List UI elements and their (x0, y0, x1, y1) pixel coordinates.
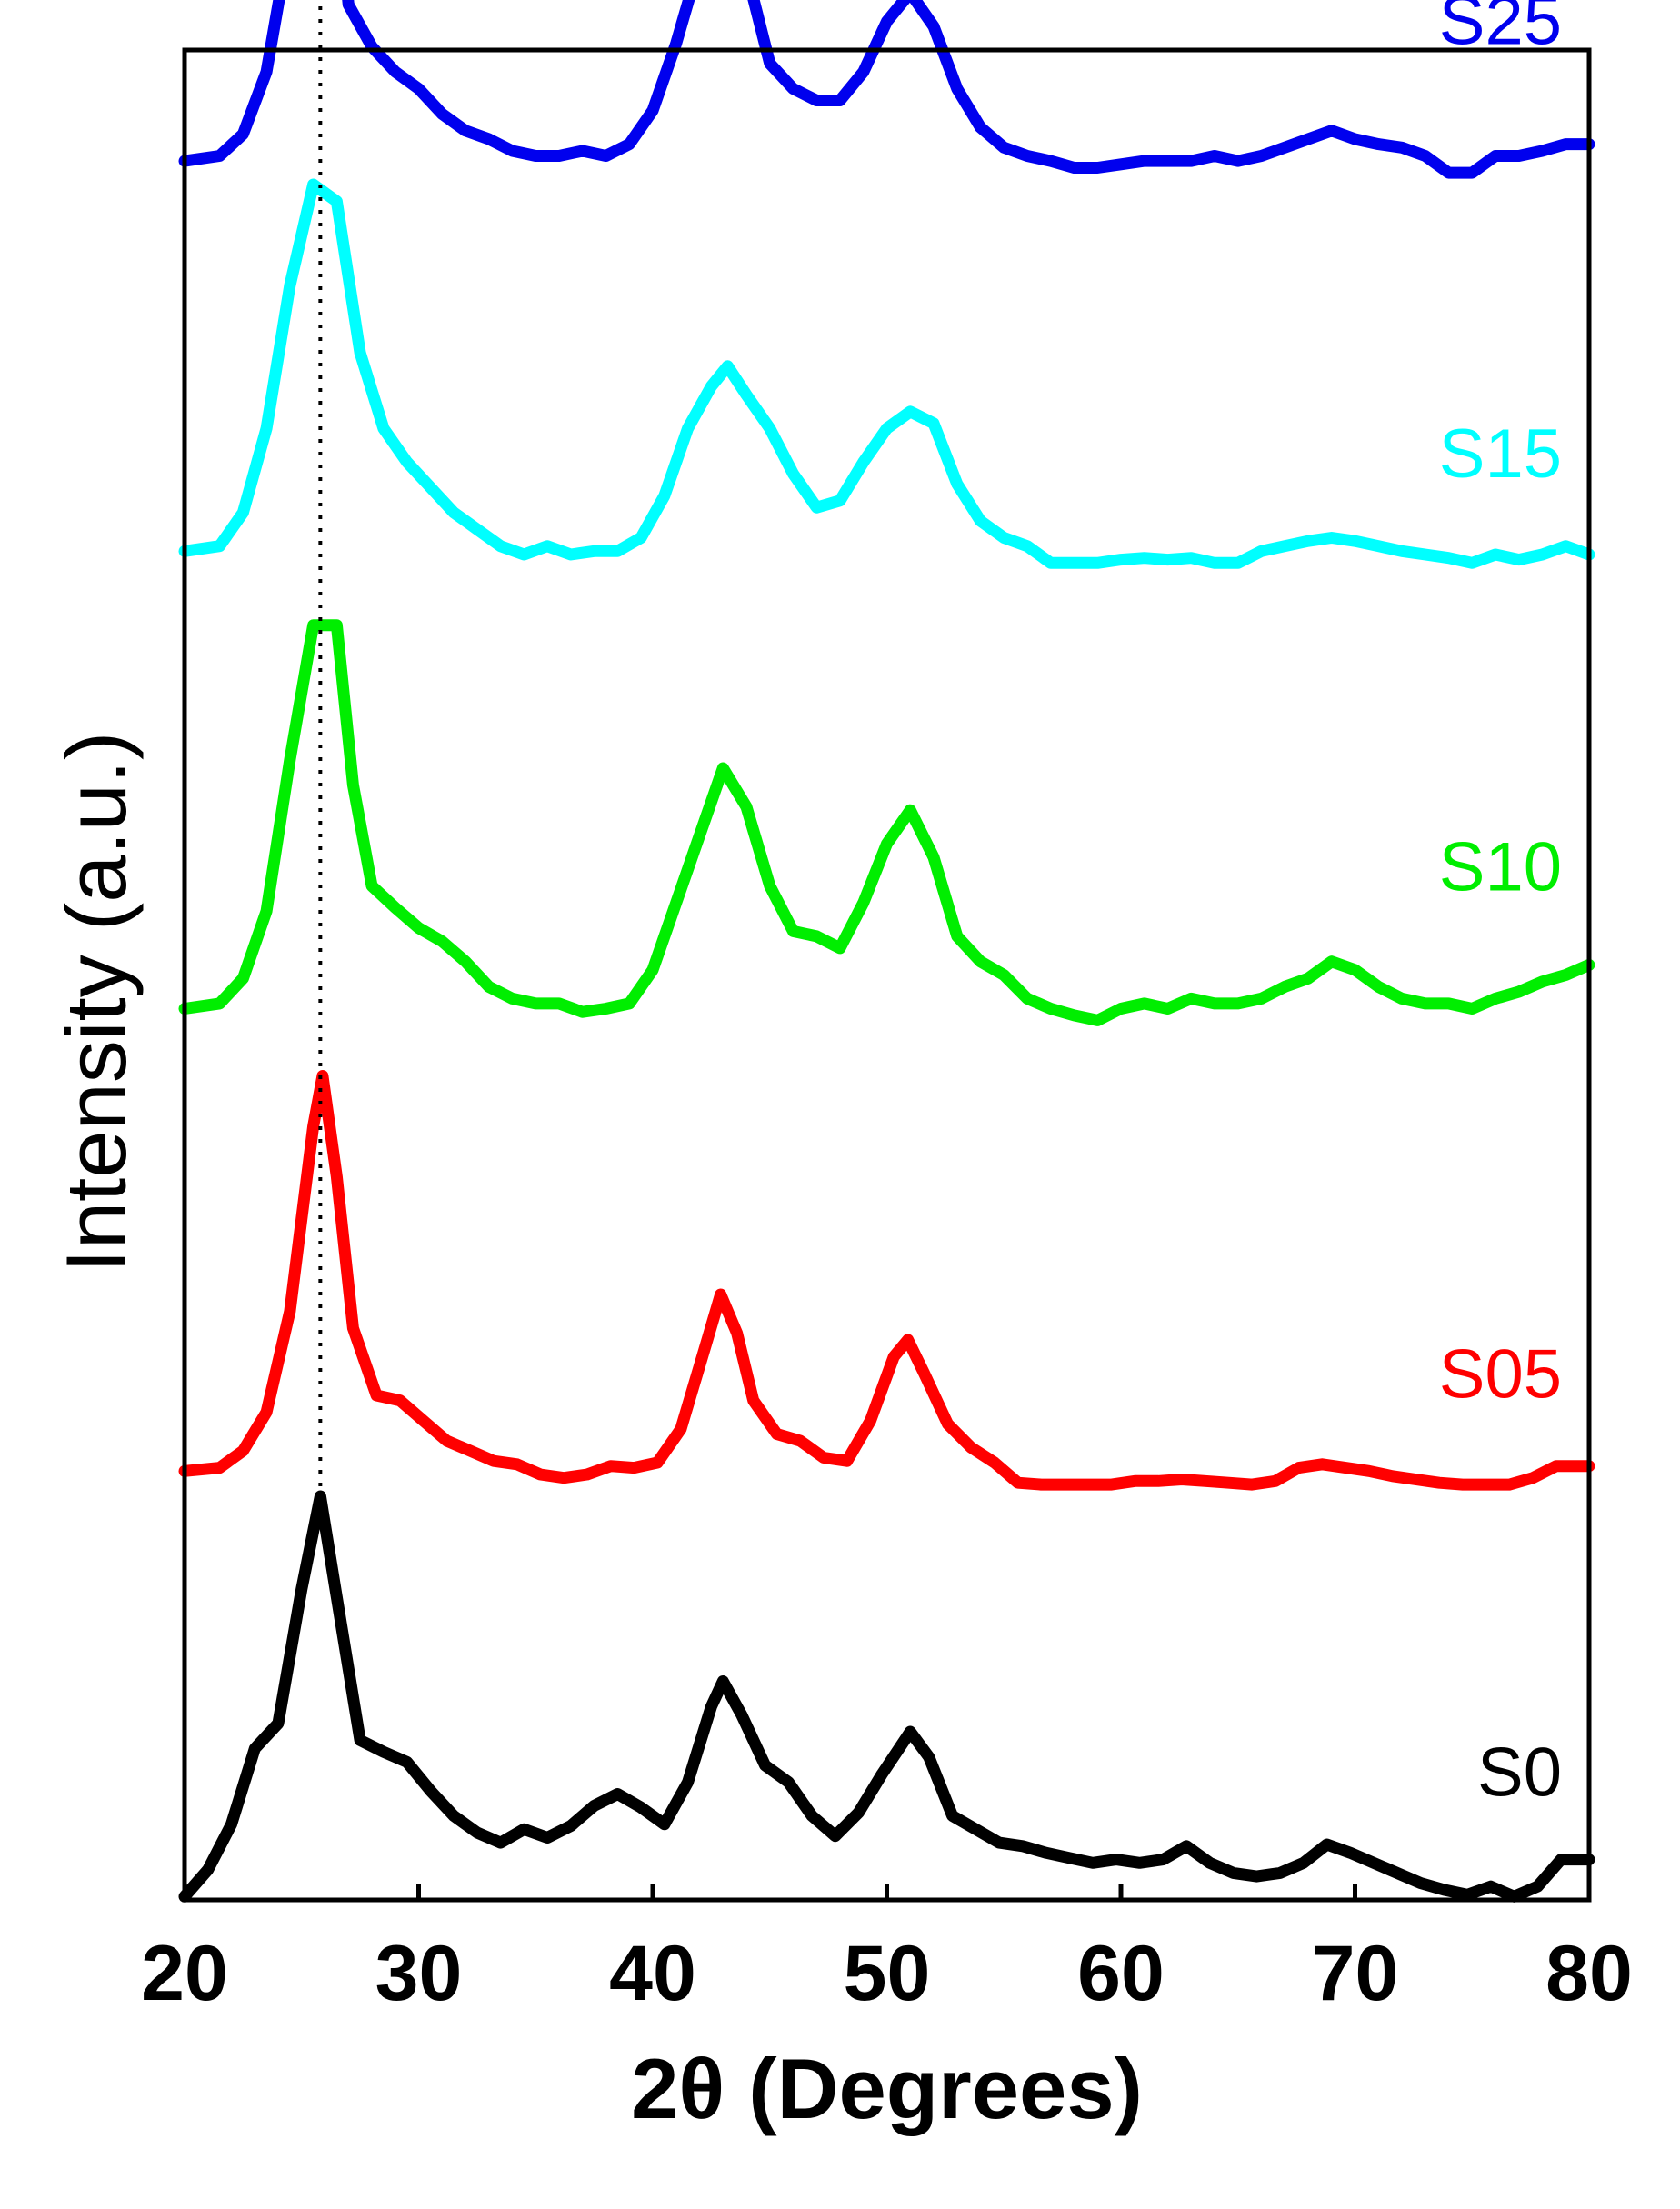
series-layer (178, 0, 1595, 1903)
series-line-s25 (178, 0, 1595, 179)
x-tick-label-20: 20 (141, 1930, 228, 2017)
x-tick-label-70: 70 (1312, 1930, 1399, 2017)
series-label-s25: S25 (1439, 0, 1562, 60)
y-axis-title: Intensity (a.u.) (48, 732, 144, 1274)
x-tick-label-80: 80 (1545, 1930, 1633, 2017)
x-tick-label-50: 50 (844, 1930, 931, 2017)
x-tick-label-60: 60 (1077, 1930, 1165, 2017)
series-label-s0: S0 (1477, 1734, 1562, 1812)
x-tick-label-30: 30 (375, 1930, 463, 2017)
x-axis: 20 30 40 50 60 70 80 (141, 1884, 1633, 2017)
series-line-s0 (178, 1490, 1595, 1903)
series-line-s15 (178, 178, 1595, 569)
x-tick-label-40: 40 (609, 1930, 696, 2017)
x-axis-title: 2θ (Degrees) (631, 2041, 1143, 2136)
series-label-s15: S15 (1439, 415, 1562, 493)
series-line-s05 (178, 1070, 1595, 1491)
series-label-s05: S05 (1439, 1336, 1562, 1414)
series-line-s10 (178, 619, 1595, 1026)
series-labels: S0 S05 S10 S15 S25 (1439, 0, 1562, 1812)
series-label-s10: S10 (1439, 828, 1562, 905)
